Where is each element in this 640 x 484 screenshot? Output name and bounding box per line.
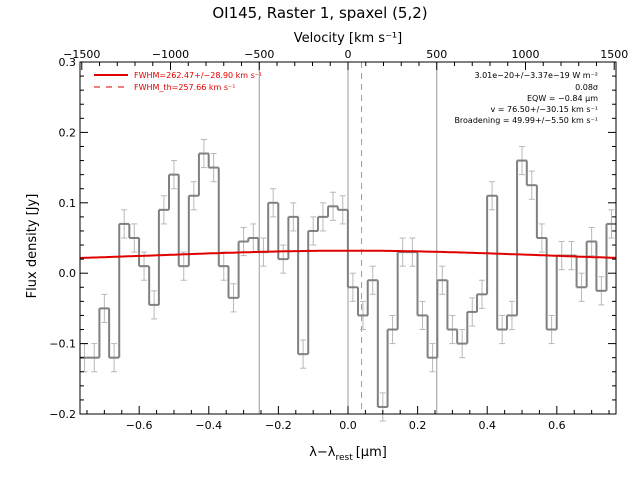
velocity-tick-label: 1500 xyxy=(600,48,628,61)
annotation-eqw: EQW = −0.84 μm xyxy=(527,94,598,103)
annotation-flux: 3.01e−20+/−3.37e−19 W m⁻² xyxy=(474,71,598,80)
x-tick-label: 0.6 xyxy=(548,419,566,432)
velocity-tick-label: 0 xyxy=(345,48,352,61)
fit-curve xyxy=(79,249,617,259)
x-axis-label-unit: [μm] xyxy=(356,445,387,460)
y-tick-label: 0.0 xyxy=(59,267,77,280)
legend-fwhm-label: FWHM=262.47+/−28.90 km s⁻¹ xyxy=(134,71,262,80)
x-tick-label: −0.4 xyxy=(195,419,222,432)
x-axis-label: λ−λrest [μm] xyxy=(309,445,387,463)
y-tick-label: −0.1 xyxy=(49,338,76,351)
x-axis-label-main: λ−λ xyxy=(309,445,336,460)
x-axis-label-sub: rest xyxy=(335,453,353,463)
y-tick-label: 0.2 xyxy=(59,126,77,139)
fit-annotations: 3.01e−20+/−3.37e−19 W m⁻² 0.08σ EQW = −0… xyxy=(454,71,598,125)
velocity-tick-label: 500 xyxy=(426,48,447,61)
velocity-tick-label: 1000 xyxy=(511,48,539,61)
velocity-tick-label: −1000 xyxy=(152,48,189,61)
x-tick-label: 0.4 xyxy=(478,419,496,432)
axis-ticks: −0.6 −0.4 −0.2 0.0 0.2 0.4 0.6 −0.2 −0.1 0.0 0.1 0.… xyxy=(49,48,628,432)
y-tick-label: 0.3 xyxy=(59,56,77,69)
y-tick-label: 0.1 xyxy=(59,197,77,210)
fit-series xyxy=(79,249,617,259)
y-tick-label: −0.2 xyxy=(49,408,76,421)
annotation-broadening: Broadening = 49.99+/−5.50 km s⁻¹ xyxy=(454,116,598,125)
x-tick-label: 0.0 xyxy=(339,419,357,432)
spectrum-series xyxy=(80,152,616,408)
velocity-tick-label: −500 xyxy=(244,48,274,61)
annotation-velocity: v = 76.50+/−30.15 km s⁻¹ xyxy=(490,105,598,114)
legend-fwhm-th-label: FWHM_th=257.66 km s⁻¹ xyxy=(134,83,235,92)
x-tick-label: −0.2 xyxy=(265,419,292,432)
x-tick-label: −0.6 xyxy=(126,419,153,432)
annotation-sigma: 0.08σ xyxy=(575,83,598,92)
y-axis-label: Flux density [Jy] xyxy=(25,194,40,299)
legend: FWHM=262.47+/−28.90 km s⁻¹ FWHM_th=257.6… xyxy=(94,71,262,92)
chart-title: OI145, Raster 1, spaxel (5,2) xyxy=(212,4,427,22)
x-tick-label: 0.2 xyxy=(409,419,427,432)
top-axis-label: Velocity [km s⁻¹] xyxy=(294,31,402,46)
velocity-tick-label: −1500 xyxy=(63,48,100,61)
